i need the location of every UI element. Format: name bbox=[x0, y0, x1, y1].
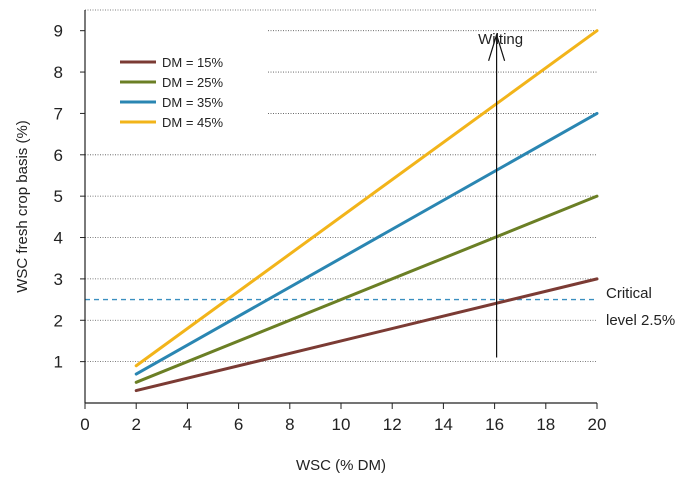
y-tick-label: 9 bbox=[54, 22, 63, 41]
x-tick-label: 2 bbox=[131, 415, 140, 434]
x-tick-label: 12 bbox=[383, 415, 402, 434]
grid-lines bbox=[85, 9, 597, 363]
x-tick-label: 14 bbox=[434, 415, 453, 434]
legend-label: DM = 35% bbox=[162, 95, 223, 110]
y-tick-label: 3 bbox=[54, 270, 63, 289]
x-axis-title: WSC (% DM) bbox=[296, 457, 386, 474]
x-tick-label: 16 bbox=[485, 415, 504, 434]
wilting-arrow bbox=[488, 32, 506, 358]
legend-label: DM = 25% bbox=[162, 75, 223, 90]
critical-level-label-line2: level 2.5% bbox=[606, 312, 675, 329]
series-lines bbox=[134, 29, 599, 393]
x-tick-label: 10 bbox=[332, 415, 351, 434]
legend: DM = 15% DM = 25% DM = 35% DM = 45% bbox=[120, 55, 223, 130]
y-tick-label: 7 bbox=[54, 104, 63, 123]
x-tick-label: 8 bbox=[285, 415, 294, 434]
series-line-3 bbox=[134, 111, 599, 376]
legend-label: DM = 45% bbox=[162, 115, 223, 130]
y-tick-label: 4 bbox=[54, 229, 63, 248]
wilting-arrow-head bbox=[488, 32, 506, 61]
wilting-label: Wilting bbox=[478, 31, 523, 48]
y-tick-label: 1 bbox=[54, 353, 63, 372]
series-line-4 bbox=[134, 29, 599, 368]
y-tick-label: 5 bbox=[54, 187, 63, 206]
series-line-1 bbox=[134, 277, 599, 393]
x-tick-label: 4 bbox=[183, 415, 192, 434]
x-tick-label: 0 bbox=[80, 415, 89, 434]
x-tick-labels: 0 2 4 6 8 10 12 14 16 18 20 bbox=[80, 403, 606, 434]
y-tick-label: 2 bbox=[54, 311, 63, 330]
x-tick-label: 20 bbox=[588, 415, 607, 434]
y-tick-label: 6 bbox=[54, 146, 63, 165]
legend-label: DM = 15% bbox=[162, 55, 223, 70]
series-line-2 bbox=[134, 194, 599, 384]
x-tick-label: 18 bbox=[536, 415, 555, 434]
y-tick-label: 8 bbox=[54, 63, 63, 82]
y-axis-title: WSC fresh crop basis (%) bbox=[14, 120, 31, 293]
y-tick-labels: 1 2 3 4 5 6 7 8 9 bbox=[54, 22, 85, 372]
critical-level-label-line1: Critical bbox=[606, 285, 652, 302]
x-tick-label: 6 bbox=[234, 415, 243, 434]
